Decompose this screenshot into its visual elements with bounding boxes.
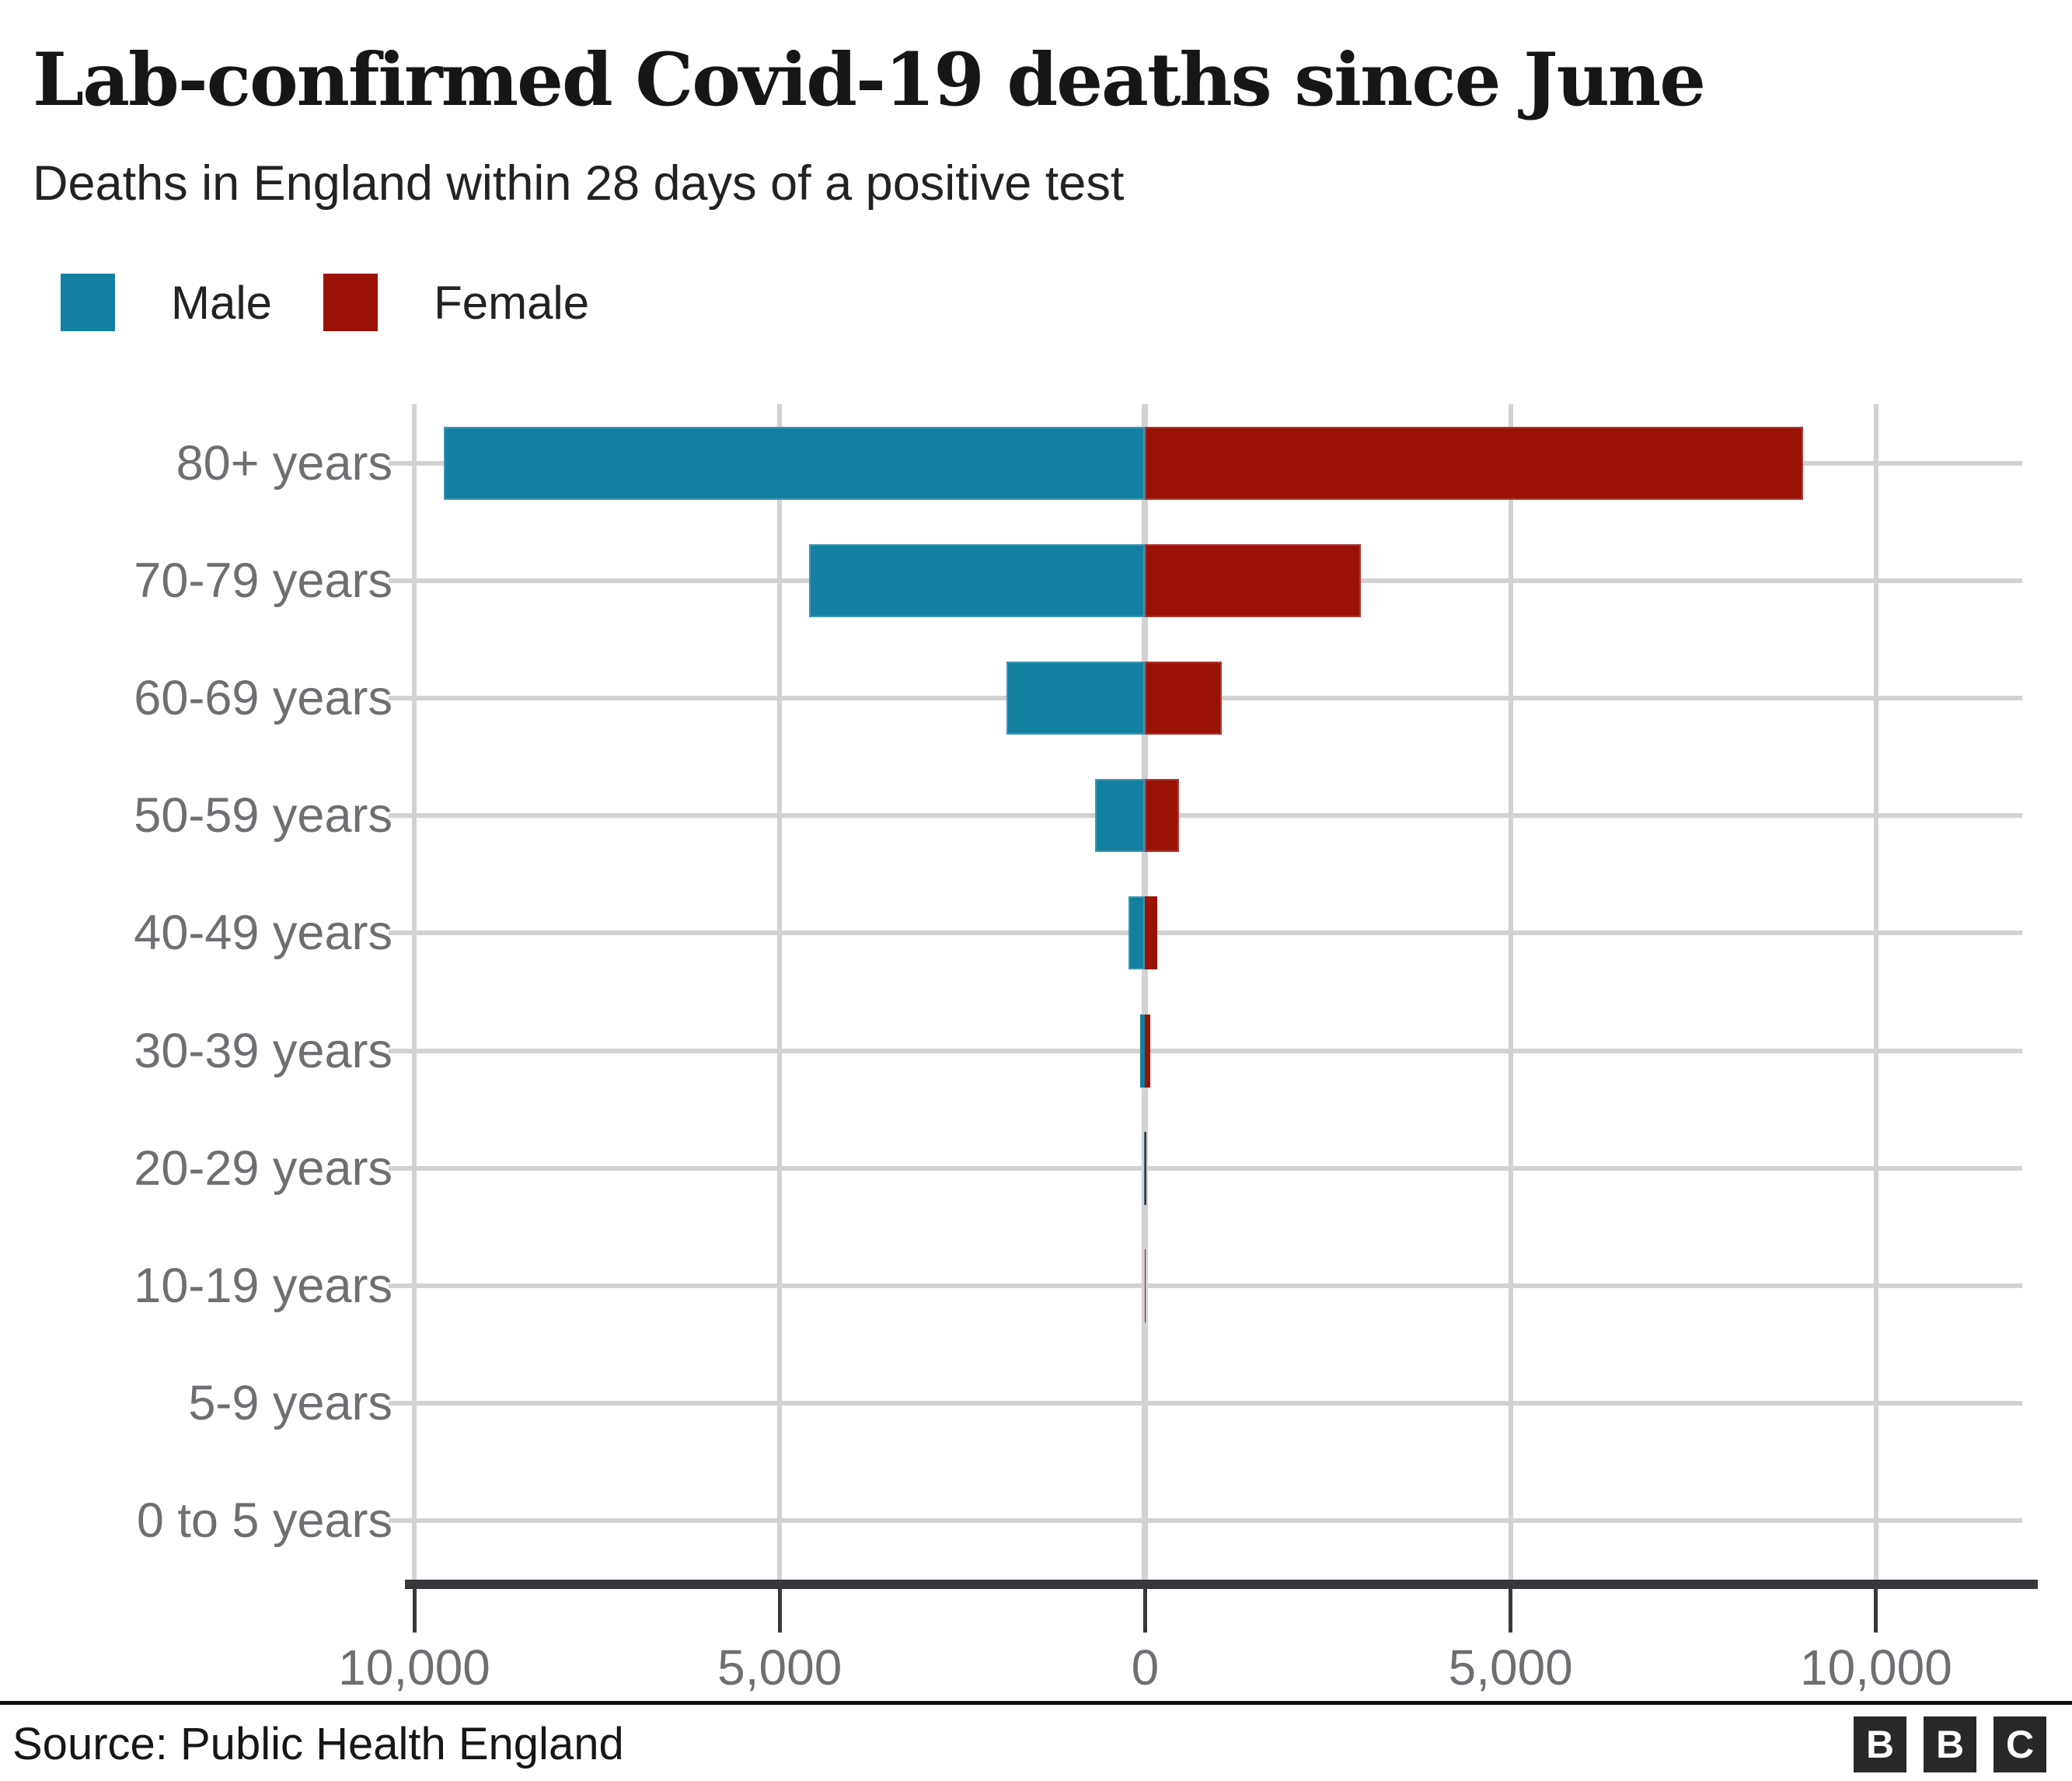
female-swatch-icon (323, 274, 378, 331)
male-swatch-icon (61, 274, 115, 331)
x-axis-tick-label: 5,000 (1448, 1640, 1573, 1695)
x-axis-tick-label: 5,000 (717, 1640, 842, 1695)
chart-subtitle: Deaths in England within 28 days of a po… (33, 156, 1125, 211)
grid-line-horizontal (389, 1518, 2022, 1524)
bar-female-50-59-years (1145, 779, 1179, 853)
source-credit: Source: Public Health England (12, 1719, 624, 1769)
x-axis-tick-label: 0 (1131, 1640, 1160, 1695)
age-label: 80+ years (176, 435, 392, 491)
bar-male-60-69-years (1006, 662, 1146, 735)
bar-male-20-29-years (1143, 1131, 1146, 1205)
bar-male-40-49-years (1128, 896, 1146, 970)
chart-title: Lab-confirmed Covid-19 deaths since June (33, 37, 1706, 123)
age-label: 60-69 years (134, 671, 392, 725)
grid-line-vertical (777, 404, 783, 1580)
age-label: 40-49 years (134, 906, 392, 961)
age-label: 70-79 years (134, 553, 392, 608)
bar-female-70-79-years (1145, 543, 1361, 617)
bar-female-10-19-years (1145, 1249, 1146, 1322)
x-axis-tick (412, 1589, 417, 1633)
bar-male-30-39-years (1139, 1014, 1146, 1088)
bar-female-30-39-years (1145, 1014, 1150, 1088)
x-axis-tick (777, 1589, 782, 1633)
age-label: 50-59 years (134, 788, 392, 843)
x-axis-tick (1874, 1589, 1878, 1633)
grid-line-horizontal (389, 1048, 2022, 1053)
grid-line-horizontal (389, 1401, 2022, 1406)
legend-label-female: Female (434, 276, 590, 329)
bar-male-70-79-years (808, 543, 1146, 617)
bar-male-80+-years (443, 426, 1146, 500)
bar-female-20-29-years (1145, 1131, 1147, 1205)
legend-item-female: Female (323, 274, 589, 331)
x-axis-tick (1509, 1589, 1513, 1633)
legend-item-male: Male (61, 274, 272, 331)
bar-female-60-69-years (1145, 662, 1223, 735)
bar-female-80+-years (1145, 426, 1803, 500)
age-label: 0 to 5 years (136, 1493, 392, 1549)
bar-male-50-59-years (1094, 779, 1146, 853)
bbc-logo: B B C (1854, 1716, 2046, 1772)
bbc-logo-square: B (1924, 1716, 1976, 1772)
legend-label-male: Male (171, 276, 273, 329)
grid-line-horizontal (389, 1165, 2022, 1171)
x-axis-tick-label: 10,000 (338, 1640, 490, 1695)
footer-divider (0, 1701, 2072, 1705)
grid-line-horizontal (389, 931, 2022, 936)
x-axis-tick (1142, 1589, 1147, 1633)
bbc-logo-square: B (1854, 1716, 1906, 1772)
grid-line-horizontal (389, 1283, 2022, 1288)
x-axis-baseline (405, 1580, 2038, 1589)
grid-line-horizontal (389, 813, 2022, 819)
legend: Male Female (61, 274, 589, 331)
age-label: 5-9 years (188, 1376, 392, 1431)
y-axis-labels: 80+ years 70-79 years 60-69 years 50-59 yea… (0, 404, 392, 1580)
bar-male-10-19-years (1144, 1249, 1146, 1322)
grid-line-vertical (412, 404, 417, 1580)
plot-area (389, 404, 2022, 1580)
grid-line-zero (1142, 404, 1149, 1580)
grid-line-vertical (1873, 404, 1878, 1580)
age-label: 10-19 years (134, 1259, 392, 1313)
bar-female-40-49-years (1145, 896, 1157, 970)
age-label: 20-29 years (134, 1140, 392, 1196)
age-label: 30-39 years (134, 1023, 392, 1078)
bbc-logo-square: C (1994, 1716, 2046, 1772)
x-axis-tick-label: 10,000 (1800, 1640, 1952, 1695)
grid-line-vertical (1508, 404, 1513, 1580)
